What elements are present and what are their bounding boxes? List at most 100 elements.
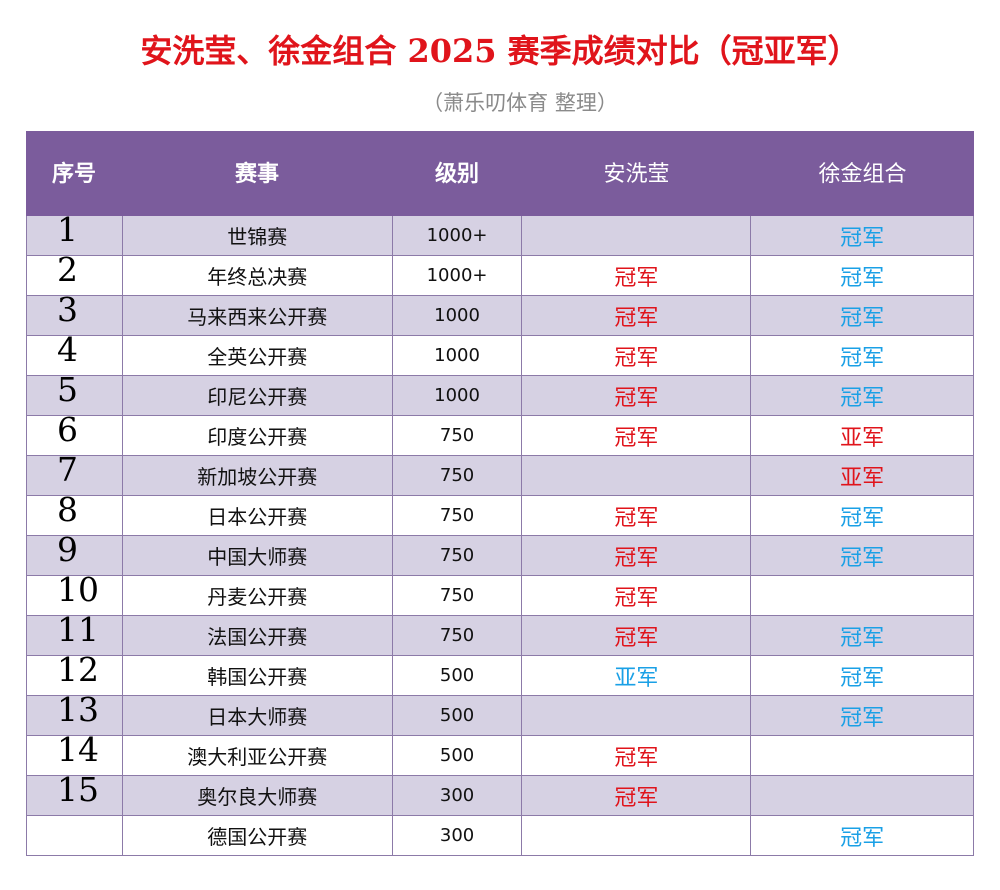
row-index: 5 <box>27 370 123 415</box>
row-index: 9 <box>27 530 123 575</box>
row-event: 日本公开赛 <box>123 496 393 535</box>
row-result-player-b: 冠军 <box>751 336 974 375</box>
row-event: 中国大师赛 <box>123 536 393 575</box>
table-row: 9 中国大师赛 750 冠军 冠军 <box>27 530 974 576</box>
row-result-player-b: 冠军 <box>751 616 974 655</box>
header-level: 级别 <box>434 161 479 187</box>
row-index: 11 <box>27 610 123 655</box>
row-index-text: 5 <box>57 370 78 409</box>
row-result-player-b: 冠军 <box>751 256 974 295</box>
table-body: 1 世锦赛 1000+ 冠军 2 年终总决赛 1000+ 冠军 冠军 3 马来西来公开赛 1000 冠军… <box>26 210 974 856</box>
row-index: 14 <box>27 730 123 775</box>
row-event: 丹麦公开赛 <box>123 576 393 615</box>
row-result-player-a <box>522 816 752 855</box>
row-event: 马来西来公开赛 <box>123 296 393 335</box>
row-result-player-a: 冠军 <box>522 536 752 575</box>
row-index: 1 <box>27 210 123 255</box>
row-index-text: 12 <box>57 650 99 689</box>
table-row: 3 马来西来公开赛 1000 冠军 冠军 <box>27 290 974 336</box>
table-row: 12 韩国公开赛 500 亚军 冠军 <box>27 650 974 696</box>
row-event: 印尼公开赛 <box>123 376 393 415</box>
row-result-player-a: 冠军 <box>522 296 752 335</box>
row-index-text: 10 <box>57 570 99 609</box>
row-result-player-b <box>751 576 974 615</box>
results-table: 序号 赛事 级别 安洗莹 徐金组合 1 世锦赛 1000+ 冠军 2 年终总决赛 1000+… <box>26 131 974 856</box>
table-row: 4 全英公开赛 1000 冠军 冠军 <box>27 330 974 376</box>
row-event: 奥尔良大师赛 <box>123 776 393 815</box>
row-index: 15 <box>27 770 123 815</box>
header-event: 赛事 <box>234 161 279 187</box>
row-level: 1000+ <box>393 256 523 295</box>
row-index-text: 15 <box>57 770 99 809</box>
row-result-player-a: 亚军 <box>522 656 752 695</box>
row-result-player-a: 冠军 <box>522 416 752 455</box>
row-level: 750 <box>393 416 523 455</box>
row-event: 法国公开赛 <box>123 616 393 655</box>
row-event: 年终总决赛 <box>123 256 393 295</box>
row-level: 500 <box>393 696 523 735</box>
row-event: 澳大利亚公开赛 <box>123 736 393 775</box>
row-result-player-b: 冠军 <box>751 656 974 695</box>
table-row: 7 新加坡公开赛 750 亚军 <box>27 450 974 496</box>
row-index-text: 3 <box>57 290 78 329</box>
table-row: 10 丹麦公开赛 750 冠军 <box>27 570 974 616</box>
row-result-player-a: 冠军 <box>522 336 752 375</box>
table-row: 1 世锦赛 1000+ 冠军 <box>27 210 974 256</box>
row-index <box>27 816 123 855</box>
row-index-text: 4 <box>57 330 78 369</box>
table-row: 11 法国公开赛 750 冠军 冠军 <box>27 610 974 656</box>
row-result-player-b: 冠军 <box>751 696 974 735</box>
row-level: 750 <box>393 456 523 495</box>
table-header: 序号 赛事 级别 安洗莹 徐金组合 <box>26 131 974 216</box>
row-index-text: 7 <box>57 450 78 489</box>
row-index: 12 <box>27 650 123 695</box>
row-result-player-b: 冠军 <box>751 376 974 415</box>
row-event: 德国公开赛 <box>123 816 393 855</box>
row-level: 1000 <box>393 336 523 375</box>
row-result-player-a <box>522 216 752 255</box>
row-result-player-b <box>751 736 974 775</box>
row-index: 2 <box>27 250 123 295</box>
row-result-player-b: 冠军 <box>751 536 974 575</box>
table-row: 15 奥尔良大师赛 300 冠军 <box>27 770 974 816</box>
row-result-player-a: 冠军 <box>522 776 752 815</box>
row-index: 8 <box>27 490 123 535</box>
row-result-player-b: 冠军 <box>751 816 974 855</box>
row-index-text: 13 <box>57 690 99 729</box>
row-index: 6 <box>27 410 123 455</box>
row-result-player-a: 冠军 <box>522 256 752 295</box>
table-row: 13 日本大师赛 500 冠军 <box>27 690 974 736</box>
table-row: 德国公开赛 300 冠军 <box>27 816 974 856</box>
header-index: 序号 <box>51 161 96 187</box>
row-level: 1000+ <box>393 216 523 255</box>
row-level: 300 <box>393 816 523 855</box>
row-result-player-a: 冠军 <box>522 496 752 535</box>
row-event: 印度公开赛 <box>123 416 393 455</box>
row-result-player-a <box>522 696 752 735</box>
row-result-player-a: 冠军 <box>522 576 752 615</box>
row-event: 新加坡公开赛 <box>123 456 393 495</box>
row-index-text: 11 <box>57 610 99 649</box>
row-index: 4 <box>27 330 123 375</box>
row-level: 500 <box>393 736 523 775</box>
header-player-a: 安洗莹 <box>603 161 670 187</box>
row-level: 750 <box>393 496 523 535</box>
table-row: 5 印尼公开赛 1000 冠军 冠军 <box>27 370 974 416</box>
row-level: 750 <box>393 536 523 575</box>
page-subtitle: （萧乐叨体育 整理） <box>422 91 618 115</box>
row-result-player-a: 冠军 <box>522 616 752 655</box>
row-index-text: 9 <box>57 530 78 569</box>
row-level: 500 <box>393 656 523 695</box>
row-index-text: 14 <box>57 730 99 769</box>
row-level: 750 <box>393 576 523 615</box>
row-index-text: 2 <box>57 250 78 289</box>
row-result-player-b <box>751 776 974 815</box>
row-event: 世锦赛 <box>123 216 393 255</box>
row-result-player-b: 冠军 <box>751 216 974 255</box>
row-result-player-b: 亚军 <box>751 456 974 495</box>
table-row: 8 日本公开赛 750 冠军 冠军 <box>27 490 974 536</box>
row-event: 韩国公开赛 <box>123 656 393 695</box>
table-row: 2 年终总决赛 1000+ 冠军 冠军 <box>27 250 974 296</box>
row-level: 750 <box>393 616 523 655</box>
table-row: 6 印度公开赛 750 冠军 亚军 <box>27 410 974 456</box>
